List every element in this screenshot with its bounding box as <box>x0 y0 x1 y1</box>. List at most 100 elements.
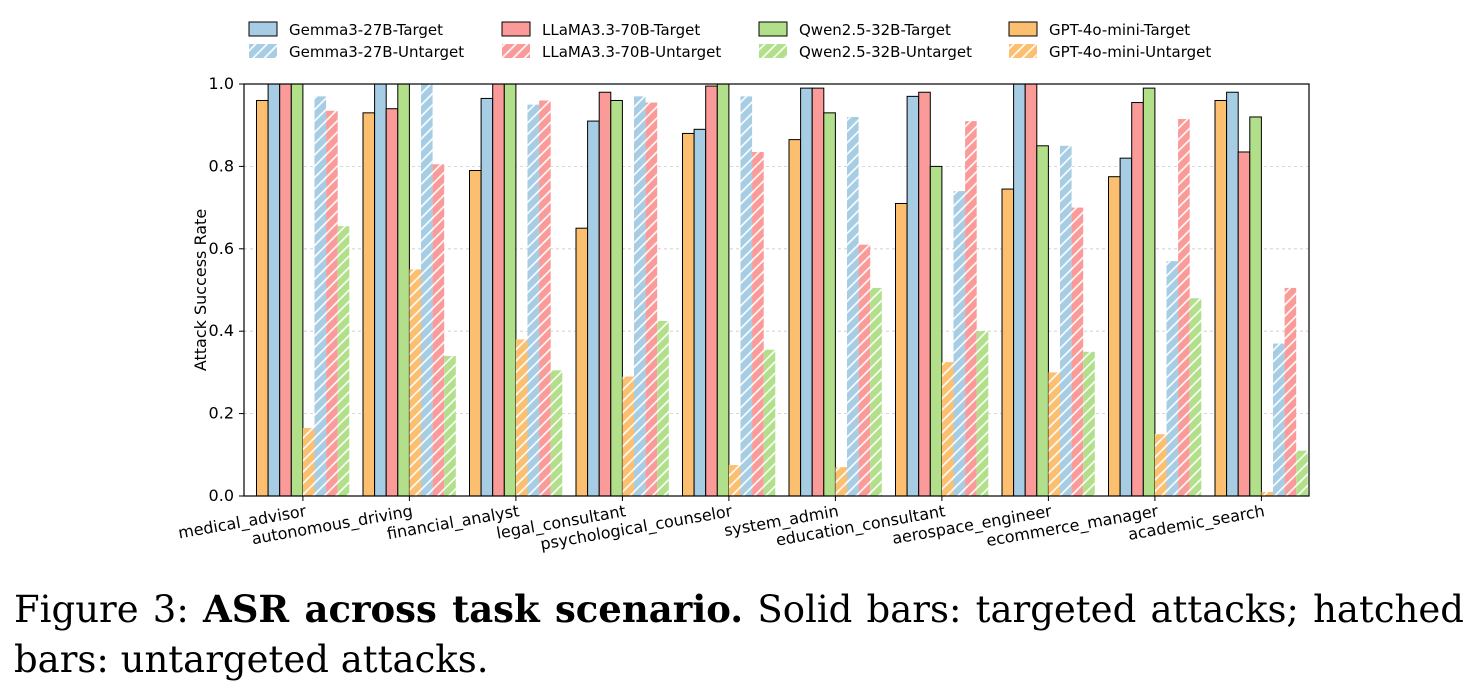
bar: LLaMA3.3-70B-Target — autonomous_driving… <box>385 108 399 497</box>
bar: Qwen2.5-32B-Untarget — financial_analyst… <box>550 370 563 496</box>
bar: Qwen2.5-32B-Untarget — autonomous_drivin… <box>444 355 456 496</box>
bar: Qwen2.5-32B-Untarget — ecommerce_manager… <box>1189 298 1202 496</box>
legend-label: Gemma3-27B-Untarget <box>289 43 464 61</box>
bar: Gemma3-27B-Target — medical_advisor: 1 <box>267 83 281 497</box>
bars-layer: GPT-4o-mini-Target — medical_advisor: 0.… <box>256 83 1308 497</box>
bar: Gemma3-27B-Untarget — legal_consultant: … <box>634 96 646 497</box>
bar: GPT-4o-mini-Untarget — education_consult… <box>941 362 954 496</box>
bar: LLaMA3.3-70B-Untarget — ecommerce_manage… <box>1178 119 1190 497</box>
legend-entry: LLaMA3.3-70B-Target <box>501 21 700 39</box>
bar: Qwen2.5-32B-Target — medical_advisor: 1 <box>290 83 304 497</box>
bar: LLaMA3.3-70B-Target — academic_search: 0… <box>1237 151 1251 497</box>
bar: Gemma3-27B-Untarget — system_admin: 0.92 <box>847 116 859 497</box>
bar: GPT-4o-mini-Target — financial_analyst: … <box>469 170 482 497</box>
bar: Gemma3-27B-Untarget — autonomous_driving… <box>421 84 433 496</box>
figure-caption: Figure 3: ASR across task scenario. Soli… <box>14 584 1464 685</box>
bar: Qwen2.5-32B-Target — ecommerce_manager: … <box>1142 87 1156 497</box>
bar: LLaMA3.3-70B-Untarget — medical_advisor:… <box>326 110 338 496</box>
bar: GPT-4o-mini-Untarget — medical_advisor: … <box>302 428 315 496</box>
bar: Qwen2.5-32B-Untarget — academic_search: … <box>1296 450 1308 496</box>
bar: Gemma3-27B-Target — financial_analyst: 0… <box>480 97 494 497</box>
bar: GPT-4o-mini-Target — legal_consultant: 0… <box>575 227 589 497</box>
bar: Gemma3-27B-Untarget — academic_search: 0… <box>1273 343 1285 496</box>
plot-frame <box>243 83 1310 497</box>
bar: LLaMA3.3-70B-Untarget — academic_search:… <box>1284 287 1297 496</box>
legend-entry: LLaMA3.3-70B-Untarget <box>502 43 721 61</box>
bar: LLaMA3.3-70B-Untarget — psychological_co… <box>752 151 764 497</box>
y-tick-label: 1.0 <box>209 74 234 93</box>
legend-swatch <box>501 21 531 37</box>
bar: Qwen2.5-32B-Target — psychological_couns… <box>716 83 730 497</box>
bar: Gemma3-27B-Target — system_admin: 0.99 <box>800 87 813 497</box>
bar: Gemma3-27B-Target — ecommerce_manager: 0… <box>1119 157 1133 497</box>
bar: LLaMA3.3-70B-Target — medical_advisor: 1 <box>279 83 292 497</box>
y-tick-label: 0.6 <box>209 239 234 258</box>
y-tick-label: 0.2 <box>209 404 234 423</box>
legend-entry: Gemma3-27B-Target <box>248 21 443 39</box>
bar: GPT-4o-mini-Untarget — system_admin: 0.0… <box>835 467 847 496</box>
bar: Qwen2.5-32B-Untarget — psychological_cou… <box>763 349 776 496</box>
y-tick-label: 0.8 <box>209 156 234 175</box>
legend-label: Gemma3-27B-Target <box>289 21 443 39</box>
y-tick-label: 0.0 <box>209 486 234 505</box>
bar: Qwen2.5-32B-Target — aerospace_engineer:… <box>1036 145 1049 497</box>
legend-entry: Gemma3-27B-Untarget <box>249 43 464 61</box>
bar: Gemma3-27B-Target — autonomous_driving: … <box>374 83 387 497</box>
bar: GPT-4o-mini-Untarget — aerospace_enginee… <box>1048 372 1060 496</box>
bar: LLaMA3.3-70B-Target — ecommerce_manager:… <box>1131 102 1144 497</box>
bar: LLaMA3.3-70B-Untarget — education_consul… <box>965 121 977 496</box>
bar: LLaMA3.3-70B-Target — legal_consultant: … <box>598 91 612 497</box>
bar: Gemma3-27B-Target — aerospace_engineer: … <box>1013 83 1026 497</box>
bar: LLaMA3.3-70B-Untarget — autonomous_drivi… <box>432 164 445 496</box>
bar: LLaMA3.3-70B-Untarget — aerospace_engine… <box>1071 207 1084 496</box>
bar: GPT-4o-mini-Target — ecommerce_manager: … <box>1108 176 1121 497</box>
legend-swatch <box>249 44 277 58</box>
bar: Gemma3-27B-Untarget — ecommerce_manager:… <box>1166 261 1179 496</box>
legend-entry: GPT-4o-mini-Untarget <box>1009 43 1211 61</box>
bar: Qwen2.5-32B-Target — academic_search: 0.… <box>1249 116 1262 497</box>
bar: LLaMA3.3-70B-Target — system_admin: 0.99 <box>811 87 825 497</box>
bar: Gemma3-27B-Target — legal_consultant: 0.… <box>587 120 600 497</box>
bar: LLaMA3.3-70B-Target — aerospace_engineer… <box>1024 83 1038 497</box>
bar: GPT-4o-mini-Target — medical_advisor: 0.… <box>256 99 269 497</box>
bar: Qwen2.5-32B-Untarget — education_consult… <box>976 331 989 496</box>
bar: GPT-4o-mini-Target — education_consultan… <box>895 202 908 497</box>
legend-label: GPT-4o-mini-Target <box>1049 21 1190 39</box>
y-axis-label: Attack Success Rate <box>191 209 210 371</box>
bar: LLaMA3.3-70B-Target — financial_analyst:… <box>492 83 505 497</box>
bar: GPT-4o-mini-Target — autonomous_driving:… <box>362 112 376 497</box>
legend-swatch <box>1009 44 1037 58</box>
bar: LLaMA3.3-70B-Target — psychological_coun… <box>705 85 718 497</box>
bar: Qwen2.5-32B-Untarget — aerospace_enginee… <box>1083 351 1095 496</box>
bar: Qwen2.5-32B-Target — education_consultan… <box>929 165 943 497</box>
bar: Gemma3-27B-Untarget — financial_analyst:… <box>527 104 540 496</box>
bar-chart: GPT-4o-mini-Target — medical_advisor: 0.… <box>177 21 1310 555</box>
caption-bold: ASR across task scenario. <box>202 587 744 631</box>
bar: Gemma3-27B-Target — academic_search: 0.9… <box>1226 91 1239 497</box>
bar: GPT-4o-mini-Untarget — autonomous_drivin… <box>409 269 421 496</box>
bar: Qwen2.5-32B-Target — autonomous_driving:… <box>397 83 410 497</box>
bar: Qwen2.5-32B-Untarget — system_admin: 0.5… <box>870 287 882 496</box>
bar: LLaMA3.3-70B-Untarget — legal_consultant… <box>645 102 658 496</box>
bar: GPT-4o-mini-Target — system_admin: 0.865 <box>788 139 802 497</box>
bar: GPT-4o-mini-Untarget — academic_search: … <box>1261 491 1273 496</box>
bar: Qwen2.5-32B-Target — financial_analyst: … <box>503 83 517 497</box>
legend-swatch <box>758 21 788 37</box>
bar: Gemma3-27B-Untarget — aerospace_engineer… <box>1060 145 1072 497</box>
bar: Qwen2.5-32B-Target — system_admin: 0.93 <box>823 112 836 497</box>
bar: LLaMA3.3-70B-Untarget — financial_analys… <box>539 100 551 496</box>
bar: GPT-4o-mini-Target — psychological_couns… <box>682 132 695 497</box>
bar: GPT-4o-mini-Untarget — psychological_cou… <box>728 465 741 496</box>
caption-text: Solid bars: targeted attacks; hatched ba… <box>14 588 1464 681</box>
legend-label: Qwen2.5-32B-Target <box>799 21 951 39</box>
bar: LLaMA3.3-70B-Target — education_consulta… <box>918 91 931 497</box>
bar: LLaMA3.3-70B-Untarget — system_admin: 0.… <box>858 244 871 496</box>
bar: Qwen2.5-32B-Untarget — legal_consultant:… <box>657 320 669 496</box>
bar: GPT-4o-mini-Untarget — financial_analyst… <box>515 339 528 496</box>
legend-entry: Qwen2.5-32B-Target <box>758 21 951 39</box>
bar: Gemma3-27B-Target — education_consultant… <box>906 95 920 497</box>
legend-swatch <box>1008 21 1038 37</box>
bar: Qwen2.5-32B-Target — legal_consultant: 0… <box>610 99 623 497</box>
bar: Gemma3-27B-Untarget — education_consulta… <box>953 191 966 496</box>
bar: Gemma3-27B-Untarget — medical_advisor: 0… <box>314 96 327 497</box>
